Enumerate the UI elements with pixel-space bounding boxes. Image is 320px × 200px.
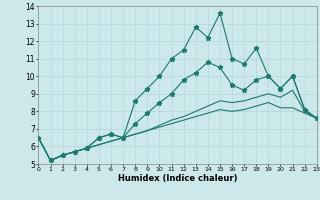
X-axis label: Humidex (Indice chaleur): Humidex (Indice chaleur)	[118, 174, 237, 183]
